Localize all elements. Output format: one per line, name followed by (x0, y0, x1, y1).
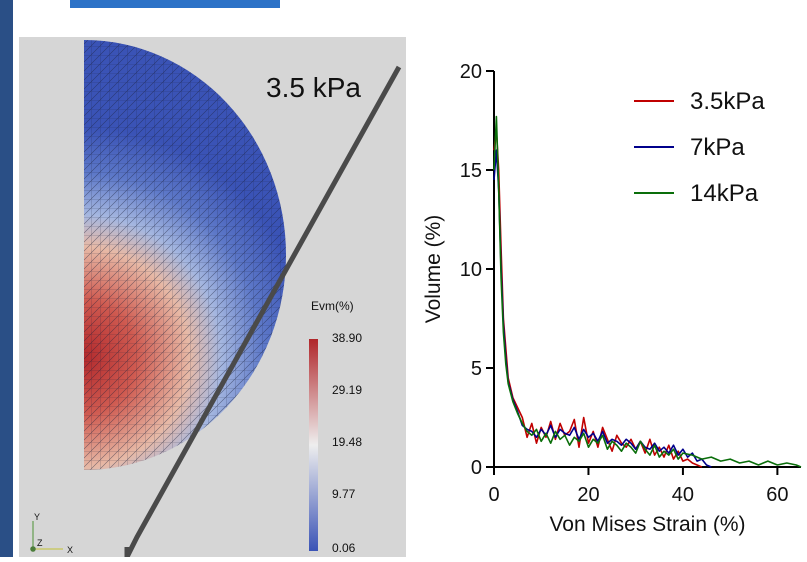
pressure-label: 3.5 kPa (266, 72, 361, 103)
y-tick-label: 15 (460, 160, 482, 182)
accent-bar (0, 0, 13, 557)
triad-z-label: Z (37, 538, 43, 548)
title-strip (70, 0, 280, 8)
series-line-3 (493, 115, 802, 468)
y-axis-title: Volume (%) (422, 215, 445, 324)
colorbar (309, 339, 318, 551)
y-tick-label: 10 (460, 259, 482, 281)
y-tick-label: 0 (471, 457, 482, 479)
chart-svg: 0 5 10 15 20 0 20 40 60 Von Mises Strain (%) Volum… (422, 61, 802, 536)
colorbar-tick-2: 29.19 (332, 383, 363, 397)
x-tick-label: 0 (488, 484, 499, 506)
colorbar-tick-max: 38.90 (332, 331, 363, 345)
y-tick-label: 5 (471, 358, 482, 380)
colorbar-tick-4: 9.77 (332, 487, 356, 501)
colorbar-title: Evm(%) (311, 299, 354, 313)
simulation-view: Y X Z (30, 40, 402, 557)
x-axis-title: Von Mises Strain (%) (549, 513, 745, 536)
x-tick-label: 40 (672, 484, 694, 506)
triad-x-label: X (67, 545, 73, 555)
y-tick-label: 20 (460, 61, 482, 83)
legend-label-2: 7kPa (690, 134, 745, 161)
axes-triad (30, 521, 63, 552)
legend-label-1: 3.5kPa (690, 88, 765, 115)
triad-y-label: Y (34, 512, 40, 522)
series-line-2 (493, 149, 712, 468)
indenter-plate (124, 65, 402, 557)
x-tick-label: 20 (577, 484, 599, 506)
simulation-panel: Y X Z 3.5 kPa Evm(%) 38.90 29.19 19.48 9… (19, 37, 406, 557)
strain-histogram-chart: 0 5 10 15 20 0 20 40 60 Von Mises Strain (%) Volum… (416, 55, 807, 562)
series-line-1 (493, 129, 703, 468)
colorbar-tick-3: 19.48 (332, 435, 363, 449)
x-tick-label: 60 (766, 484, 788, 506)
colorbar-tick-min: 0.06 (332, 541, 356, 555)
legend-label-3: 14kPa (690, 180, 759, 207)
